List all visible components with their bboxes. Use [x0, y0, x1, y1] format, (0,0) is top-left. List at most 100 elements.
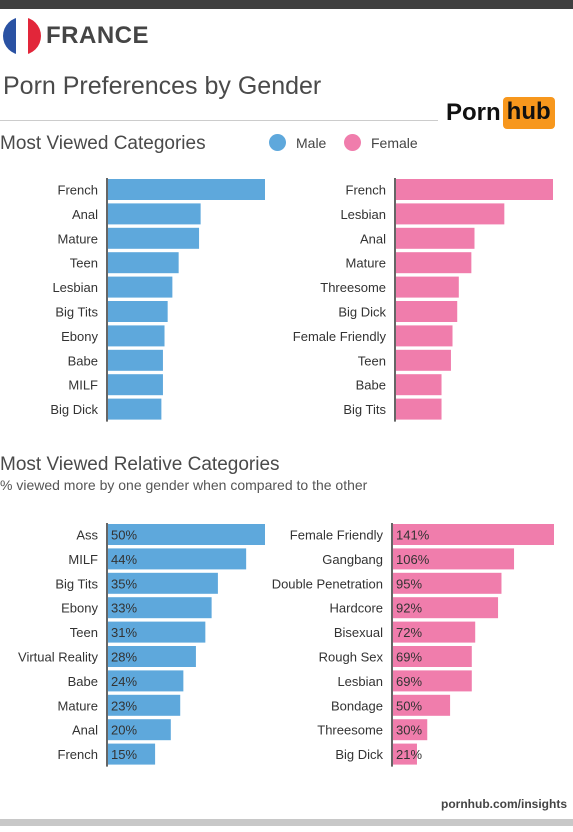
country-name: FRANCE — [46, 22, 149, 49]
category-label: Hardcore — [330, 601, 383, 616]
bar-female-big-dick — [393, 743, 417, 765]
pornhub-logo: Porn hub — [446, 97, 555, 129]
category-label: Teen — [70, 256, 98, 271]
legend-female-label: Female — [371, 134, 418, 151]
bar-male-milf — [108, 374, 163, 396]
value-label: 95% — [396, 576, 422, 591]
category-label: Bondage — [331, 698, 383, 713]
category-label: Mature — [58, 698, 98, 713]
section-title-categories: Most Viewed Categories — [0, 133, 206, 154]
value-label: 35% — [111, 576, 137, 591]
value-label: 21% — [396, 747, 422, 762]
category-label: Big Tits — [55, 576, 98, 591]
category-label: French — [58, 747, 98, 762]
bar-male-mature — [108, 227, 200, 249]
legend-female: Female — [344, 134, 418, 151]
category-label: Big Tits — [55, 305, 98, 320]
bar-male-anal — [108, 719, 171, 741]
bar-male-babe — [108, 349, 163, 371]
footer-url: pornhub.com/insights — [441, 797, 567, 811]
category-label: Big Dick — [335, 747, 383, 762]
category-label: Babe — [68, 353, 98, 368]
bar-male-french — [108, 179, 265, 200]
bottom-bar — [0, 819, 573, 826]
bar-female-female-friendly — [393, 524, 554, 545]
top-bar — [0, 0, 573, 9]
bar-male-ebony — [108, 325, 165, 347]
page-title: Porn Preferences by Gender — [3, 72, 322, 100]
category-label: Lesbian — [52, 280, 98, 295]
category-label: Babe — [68, 674, 98, 689]
bar-male-big-tits — [108, 572, 218, 594]
category-label: Big Dick — [50, 402, 98, 417]
value-label: 50% — [396, 698, 422, 713]
category-label: Big Dick — [338, 305, 386, 320]
value-label: 20% — [111, 723, 137, 738]
bar-male-big-dick — [108, 398, 162, 420]
value-label: 44% — [111, 552, 137, 567]
bar-female-babe — [396, 374, 442, 396]
bar-male-virtual-reality — [108, 646, 196, 667]
bar-female-gangbang — [393, 548, 515, 570]
category-label: Babe — [356, 378, 386, 393]
bar-female-mature — [396, 252, 472, 274]
category-label: French — [58, 183, 98, 198]
value-label: 30% — [396, 723, 422, 738]
value-label: 28% — [111, 650, 137, 665]
bar-male-ass — [108, 524, 265, 545]
bar-female-hardcore — [393, 597, 499, 619]
category-label: Anal — [72, 207, 98, 222]
bar-female-big-dick — [396, 301, 458, 322]
category-label: Big Tits — [343, 402, 386, 417]
section-title-relative: Most Viewed Relative Categories — [0, 454, 280, 475]
bar-male-big-tits — [108, 301, 168, 322]
legend-male-label: Male — [296, 134, 327, 151]
category-label: MILF — [68, 378, 98, 393]
france-flag-icon — [3, 17, 41, 55]
bar-female-threesome — [396, 276, 459, 298]
category-label: Mature — [346, 256, 386, 271]
bar-male-teen — [108, 621, 206, 643]
value-label: 72% — [396, 625, 422, 640]
category-label: Virtual Reality — [18, 650, 98, 665]
value-label: 69% — [396, 650, 422, 665]
bar-charts: French Anal Mature Teen Lesbian Big Tits Ebony… — [18, 178, 554, 767]
value-label: 15% — [111, 747, 137, 762]
category-label: Lesbian — [340, 207, 386, 222]
value-label: 141% — [396, 528, 430, 543]
category-label: Anal — [360, 231, 386, 246]
bar-female-bondage — [393, 694, 451, 716]
category-label: Female Friendly — [293, 329, 387, 344]
bar-female-bisexual — [393, 621, 476, 643]
bar-female-lesbian — [396, 203, 505, 225]
category-label: MILF — [68, 552, 98, 567]
bar-male-milf — [108, 548, 247, 570]
value-label: 33% — [111, 601, 137, 616]
bar-male-french — [108, 743, 156, 765]
category-label: Ass — [76, 528, 98, 543]
category-label: Anal — [72, 723, 98, 738]
value-label: 31% — [111, 625, 137, 640]
bar-female-double-penetration — [393, 572, 502, 594]
bar-female-big-tits — [396, 398, 442, 420]
category-label: Teen — [70, 625, 98, 640]
logo-text-left: Porn — [446, 99, 501, 126]
category-label: Lesbian — [337, 674, 383, 689]
category-label: Gangbang — [322, 552, 383, 567]
category-label: Female Friendly — [290, 528, 384, 543]
category-label: Threesome — [317, 723, 383, 738]
legend-male-swatch — [269, 134, 286, 151]
bar-female-french — [396, 179, 553, 200]
bar-male-babe — [108, 670, 184, 692]
bar-female-threesome — [393, 719, 428, 741]
bar-female-teen — [396, 349, 451, 371]
legend-female-swatch — [344, 134, 361, 151]
bar-female-rough-sex — [393, 646, 472, 667]
bar-female-anal — [396, 227, 475, 249]
category-label: Mature — [58, 231, 98, 246]
bar-male-teen — [108, 252, 179, 274]
value-label: 69% — [396, 674, 422, 689]
value-label: 50% — [111, 528, 137, 543]
value-label: 106% — [396, 552, 430, 567]
category-label: French — [346, 183, 386, 198]
